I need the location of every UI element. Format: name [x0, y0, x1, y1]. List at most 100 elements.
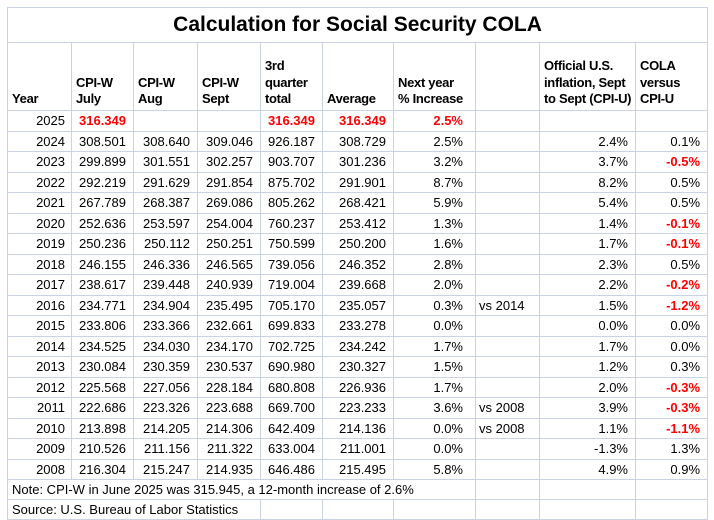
cell-year[interactable]: 2025	[7, 110, 72, 132]
cell-next_pct[interactable]: 1.3%	[393, 212, 476, 234]
cell-average[interactable]: 246.352	[322, 253, 394, 275]
cell-next_pct[interactable]: 5.8%	[393, 458, 476, 480]
cell-july[interactable]: 308.501	[71, 130, 134, 152]
cell-average[interactable]: 253.412	[322, 212, 394, 234]
sheet-title[interactable]: Calculation for Social Security COLA	[6, 7, 709, 43]
cell-next_pct[interactable]: 2.5%	[393, 130, 476, 152]
cell-diff[interactable]: 0.0%	[634, 335, 709, 357]
cell-cpiu[interactable]: 2.2%	[539, 274, 636, 296]
cell-sept[interactable]	[197, 110, 261, 132]
cell-july[interactable]: 216.304	[71, 458, 134, 480]
cell-q3_total[interactable]: 926.187	[260, 130, 323, 152]
cell-year[interactable]: 2022	[7, 171, 72, 193]
cell-average[interactable]: 234.242	[322, 335, 394, 357]
cell-q3_total[interactable]: 646.486	[260, 458, 323, 480]
cell-q3_total[interactable]: 642.409	[260, 417, 323, 439]
cell-note[interactable]	[475, 376, 540, 398]
cell-cpiu[interactable]: 3.9%	[539, 397, 636, 419]
cell-average[interactable]: 301.236	[322, 151, 394, 173]
cell-aug[interactable]: 301.551	[133, 151, 198, 173]
cell-cpiu[interactable]: 2.0%	[539, 376, 636, 398]
cell-q3_total[interactable]: 690.980	[260, 356, 323, 378]
cell-average[interactable]: 250.200	[322, 233, 394, 255]
cell-note[interactable]	[475, 212, 540, 234]
cell-cpiu[interactable]: 8.2%	[539, 171, 636, 193]
cell-sept[interactable]: 269.086	[197, 192, 261, 214]
cell-diff[interactable]: 1.3%	[634, 438, 709, 460]
cell-year[interactable]: 2014	[7, 335, 72, 357]
cell-q3_total[interactable]: 805.262	[260, 192, 323, 214]
cell-q3_total[interactable]: 705.170	[260, 294, 323, 316]
cell-sept[interactable]: 211.322	[197, 438, 261, 460]
cell-diff[interactable]: -0.1%	[634, 233, 709, 255]
cell-sept[interactable]: 230.537	[197, 356, 261, 378]
cell-next_pct[interactable]: 5.9%	[393, 192, 476, 214]
cell-q3_total[interactable]: 903.707	[260, 151, 323, 173]
cell-q3_total[interactable]: 316.349	[260, 110, 323, 132]
cell-q3_total[interactable]: 680.808	[260, 376, 323, 398]
cell-aug[interactable]: 227.056	[133, 376, 198, 398]
cell-year[interactable]: 2013	[7, 356, 72, 378]
cell-july[interactable]: 238.617	[71, 274, 134, 296]
cell-aug[interactable]: 223.326	[133, 397, 198, 419]
cell-sept[interactable]: 228.184	[197, 376, 261, 398]
cell-average[interactable]: 316.349	[322, 110, 394, 132]
cell-next_pct[interactable]: 2.5%	[393, 110, 476, 132]
cell-cpiu[interactable]: 1.2%	[539, 356, 636, 378]
cell-next_pct[interactable]: 3.6%	[393, 397, 476, 419]
cell-sept[interactable]: 240.939	[197, 274, 261, 296]
empty-cell[interactable]	[475, 479, 540, 500]
cell-year[interactable]: 2017	[7, 274, 72, 296]
cell-sept[interactable]: 223.688	[197, 397, 261, 419]
cell-note[interactable]	[475, 356, 540, 378]
cell-july[interactable]: 222.686	[71, 397, 134, 419]
note-cell[interactable]: Note: CPI-W in June 2025 was 315.945, a …	[7, 479, 476, 500]
cell-cpiu[interactable]: 2.3%	[539, 253, 636, 275]
cell-diff[interactable]: -1.2%	[634, 294, 709, 316]
column-header-sept[interactable]: CPI-W Sept	[197, 42, 261, 111]
cell-aug[interactable]: 214.205	[133, 417, 198, 439]
cell-next_pct[interactable]: 1.6%	[393, 233, 476, 255]
cell-note[interactable]	[475, 192, 540, 214]
cell-q3_total[interactable]: 739.056	[260, 253, 323, 275]
cell-diff[interactable]: 0.5%	[634, 192, 709, 214]
cell-aug[interactable]: 239.448	[133, 274, 198, 296]
cell-diff[interactable]: 0.5%	[634, 171, 709, 193]
empty-cell[interactable]	[260, 499, 323, 520]
cell-average[interactable]: 239.668	[322, 274, 394, 296]
cell-diff[interactable]: -1.1%	[634, 417, 709, 439]
cell-july[interactable]: 316.349	[71, 110, 134, 132]
cell-average[interactable]: 291.901	[322, 171, 394, 193]
cell-year[interactable]: 2019	[7, 233, 72, 255]
cell-diff[interactable]: -0.3%	[634, 376, 709, 398]
column-header-average[interactable]: Average	[322, 42, 394, 111]
cell-diff[interactable]: -0.1%	[634, 212, 709, 234]
cell-aug[interactable]: 234.030	[133, 335, 198, 357]
cell-note[interactable]	[475, 151, 540, 173]
cell-year[interactable]: 2021	[7, 192, 72, 214]
cell-aug[interactable]: 253.597	[133, 212, 198, 234]
cell-next_pct[interactable]: 0.0%	[393, 315, 476, 337]
cell-q3_total[interactable]: 719.004	[260, 274, 323, 296]
cell-q3_total[interactable]: 760.237	[260, 212, 323, 234]
cell-q3_total[interactable]: 750.599	[260, 233, 323, 255]
cell-note[interactable]	[475, 274, 540, 296]
cell-note[interactable]	[475, 253, 540, 275]
cell-diff[interactable]: -0.2%	[634, 274, 709, 296]
cell-note[interactable]: vs 2014	[475, 294, 540, 316]
cell-diff[interactable]: -0.5%	[634, 151, 709, 173]
cell-aug[interactable]: 230.359	[133, 356, 198, 378]
cell-average[interactable]: 230.327	[322, 356, 394, 378]
cell-july[interactable]: 246.155	[71, 253, 134, 275]
cell-sept[interactable]: 214.306	[197, 417, 261, 439]
cell-diff[interactable]: 0.0%	[634, 315, 709, 337]
cell-year[interactable]: 2018	[7, 253, 72, 275]
source-cell[interactable]: Source: U.S. Bureau of Labor Statistics	[7, 499, 261, 520]
cell-note[interactable]	[475, 171, 540, 193]
column-header-year[interactable]: Year	[7, 42, 72, 111]
cell-next_pct[interactable]: 0.0%	[393, 438, 476, 460]
cell-next_pct[interactable]: 0.3%	[393, 294, 476, 316]
cell-cpiu[interactable]: 1.5%	[539, 294, 636, 316]
cell-average[interactable]: 268.421	[322, 192, 394, 214]
cell-aug[interactable]: 308.640	[133, 130, 198, 152]
